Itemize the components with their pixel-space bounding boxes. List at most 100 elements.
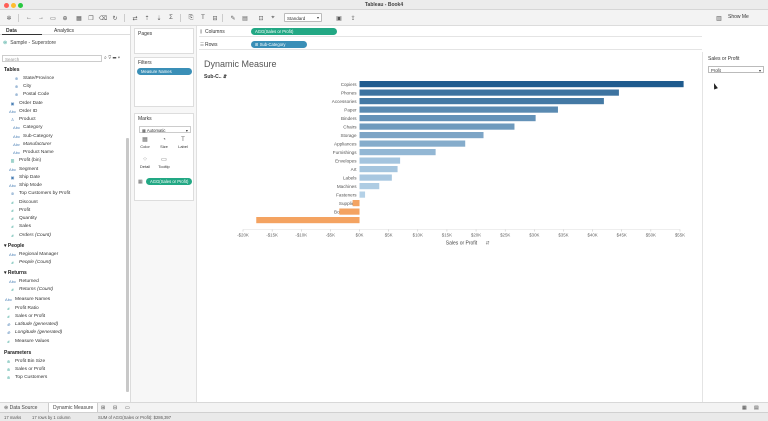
new-worksheet-icon[interactable]: ▦	[76, 15, 82, 22]
field-segment[interactable]: Abc Segment	[9, 167, 38, 172]
bar-fasteners[interactable]	[359, 191, 366, 198]
show-mark-labels-icon[interactable]: ⊡	[258, 15, 264, 22]
fit-select[interactable]: Standard ▾	[284, 13, 322, 22]
refresh-icon[interactable]: ↻	[112, 15, 118, 22]
field-quantity[interactable]: # Quantity	[9, 216, 37, 221]
field-sub-category[interactable]: Abc Sub-Category	[13, 134, 53, 139]
fix-axes-icon[interactable]: ⊟	[212, 15, 218, 22]
chevron-down-icon[interactable]: ▾	[117, 55, 122, 61]
tab-analytics[interactable]: Analytics	[54, 28, 75, 34]
field-state-province[interactable]: ⊕ State/Province	[13, 76, 54, 81]
show-filmstrip-icon[interactable]: ▦	[742, 405, 747, 411]
marks-detail-button[interactable]: ⁘ Detail	[137, 156, 153, 172]
field-postal-code[interactable]: ⊕ Postal Code	[13, 92, 49, 97]
new-data-source-icon[interactable]: ⊕	[62, 15, 68, 22]
show-tabs-icon[interactable]: ▤	[754, 405, 759, 411]
bar-binders[interactable]	[359, 115, 536, 122]
sort-icon[interactable]: ⇵	[222, 74, 228, 80]
highlight-icon[interactable]: ✎	[230, 15, 236, 22]
bar-envelopes[interactable]	[359, 157, 401, 164]
new-worksheet-icon[interactable]: ⊞	[101, 405, 106, 411]
section-returns[interactable]: ▾ Returns	[4, 270, 27, 276]
field-discount[interactable]: # Discount	[9, 200, 37, 205]
pin-icon[interactable]: ⌖	[271, 14, 275, 21]
bar-chairs[interactable]	[359, 123, 515, 130]
bar-paper[interactable]	[359, 106, 558, 113]
tableau-logo-icon[interactable]: ✲	[6, 15, 12, 22]
field-sales-or-profit[interactable]: ⊛ Sales or Profit	[5, 367, 45, 372]
field-search-input[interactable]: Search	[2, 55, 102, 62]
bar-bookcases[interactable]	[339, 208, 360, 215]
list-view-icon[interactable]: ☰	[112, 55, 118, 61]
bar-supplies[interactable]	[352, 200, 360, 207]
field-profit-ratio[interactable]: # Profit Ratio	[5, 306, 38, 311]
bar-tables[interactable]	[256, 217, 360, 224]
field-profit-bin[interactable]: ▥ Profit (bin)	[9, 158, 42, 163]
bar-copiers[interactable]	[359, 81, 684, 88]
clear-sheet-icon[interactable]: ⌫	[98, 15, 108, 22]
sort-descending-icon[interactable]: ⇣	[156, 15, 162, 22]
back-icon[interactable]: ←	[26, 15, 32, 21]
marks-pill-sales-or-profit[interactable]: AGG(Sales or Profit)	[146, 178, 192, 185]
field-manufacturer[interactable]: Abc Manufacturer	[13, 142, 51, 147]
bar-phones[interactable]	[359, 89, 619, 96]
marks-color-button[interactable]: ▦ Color	[137, 136, 153, 152]
show-me-button[interactable]: Show Me	[728, 14, 749, 20]
marks-label-button[interactable]: T Label	[175, 136, 191, 152]
new-dashboard-icon[interactable]: ⊟	[113, 405, 118, 411]
labels-icon[interactable]: T	[201, 15, 205, 21]
bar-accessories[interactable]	[359, 98, 604, 105]
minimize-window-button[interactable]	[11, 2, 16, 8]
new-story-icon[interactable]: ▭	[125, 405, 130, 411]
field-ship-mode[interactable]: Abc Ship Mode	[9, 183, 42, 188]
bar-art[interactable]	[359, 166, 398, 173]
field-ship-date[interactable]: ▣ Ship Date	[9, 175, 40, 180]
duplicate-icon[interactable]: ❐	[88, 15, 94, 22]
mark-type-select[interactable]: ▦ Automatic ▾	[139, 126, 191, 133]
close-window-button[interactable]	[4, 2, 9, 8]
bar-appliances[interactable]	[359, 140, 466, 147]
field-product[interactable]: ♙ Product	[9, 117, 36, 122]
field-city[interactable]: ⊕ City	[13, 84, 31, 89]
row-header-sub-category[interactable]: Sub-C.. ⇵	[204, 74, 227, 80]
zoom-window-button[interactable]	[18, 2, 23, 8]
forward-icon[interactable]: →	[38, 15, 44, 21]
share-icon[interactable]: ⇪	[350, 15, 356, 22]
bar-machines[interactable]	[359, 183, 380, 190]
datasource-item[interactable]: ⊜ Sample - Superstore	[3, 40, 56, 46]
field-measure-values[interactable]: # Measure Values	[5, 339, 49, 344]
bar-labels[interactable]	[359, 174, 392, 181]
show-me-icon[interactable]: ▥	[716, 15, 722, 22]
tab-dynamic-measure[interactable]: Dynamic Measure	[48, 403, 99, 413]
field-order-date[interactable]: ▣ Order Date	[9, 101, 43, 106]
field-product-name[interactable]: Abc Product Name	[13, 150, 54, 155]
field-profit[interactable]: # Profit	[9, 208, 30, 213]
filter-icon[interactable]: ⊽	[108, 55, 113, 61]
field-top-customers-by-profit[interactable]: ⊚ Top Customers by Profit	[9, 191, 70, 196]
bar-storage[interactable]	[359, 132, 484, 139]
field-longitude-generated[interactable]: ⊕ Longitude (generated)	[5, 330, 62, 335]
totals-icon[interactable]: Σ	[169, 15, 173, 21]
field-measure-names[interactable]: Abc Measure Names	[5, 297, 50, 302]
columns-pill-sales-or-profit[interactable]: AGG(Sales or Profit)	[251, 28, 337, 35]
field-profit-bin-size[interactable]: ⊛ Profit Bin Size	[5, 359, 45, 364]
field-top-customers[interactable]: ⊛ Top Customers	[5, 375, 47, 380]
field-returned[interactable]: Abc Returned	[9, 279, 39, 284]
marks-tooltip-button[interactable]: ▭ Tooltip	[156, 156, 172, 172]
field-orders-count[interactable]: # Orders (Count)	[9, 233, 51, 238]
rows-pill-sub-category[interactable]: ⊞ Sub-Category	[251, 41, 307, 48]
group-icon[interactable]: ⎘	[188, 14, 194, 21]
rows-shelf[interactable]: ☰ Rows ⊞ Sub-Category	[199, 39, 702, 50]
field-sales-or-profit[interactable]: # Sales or Profit	[5, 314, 45, 319]
filter-pill-measure-names[interactable]: Measure Names	[137, 68, 192, 75]
field-latitude-generated[interactable]: ⊕ Latitude (generated)	[5, 322, 58, 327]
columns-shelf[interactable]: ⫼ Columns AGG(Sales or Profit)	[199, 26, 702, 37]
parameter-select[interactable]: Profit ▾	[708, 66, 764, 73]
search-icon[interactable]: ⌕	[104, 55, 109, 61]
presentation-mode-icon[interactable]: ▣	[336, 15, 342, 22]
save-icon[interactable]: ▭	[50, 15, 56, 22]
pages-card[interactable]: Pages	[134, 28, 194, 54]
field-returns-count[interactable]: # Returns (Count)	[9, 287, 53, 292]
field-regional-manager[interactable]: Abc Regional Manager	[9, 252, 58, 257]
tab-data[interactable]: Data	[6, 28, 17, 34]
